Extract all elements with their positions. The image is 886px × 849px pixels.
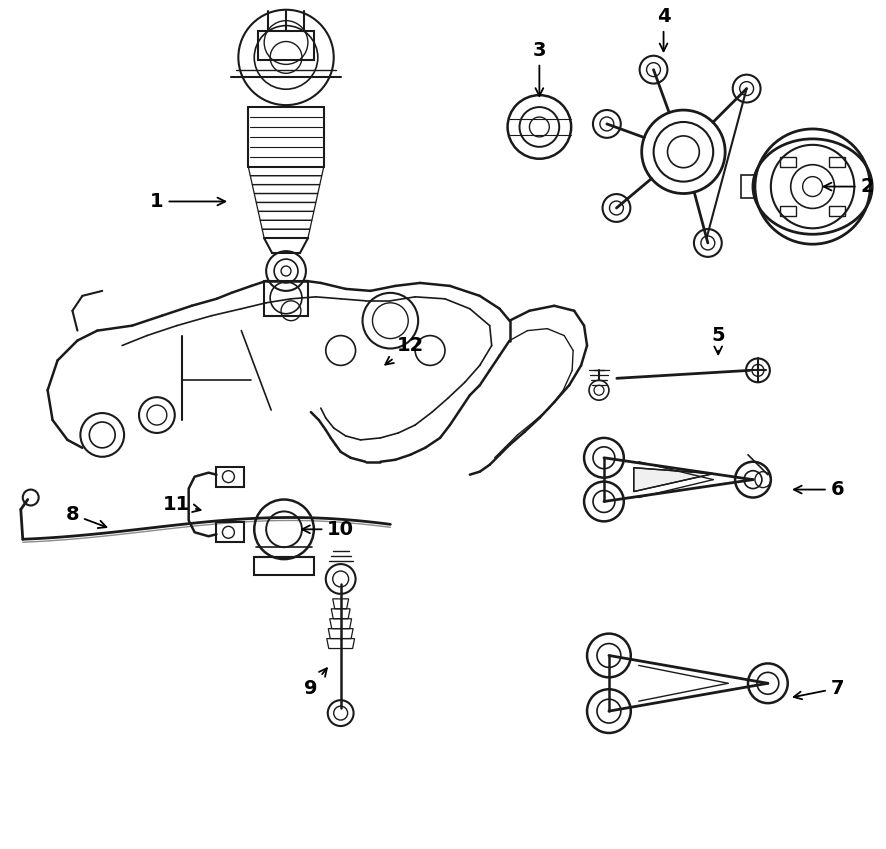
Text: 4: 4: [656, 7, 670, 51]
Text: 8: 8: [66, 505, 106, 528]
Bar: [216, 467, 244, 486]
Bar: [264, 281, 307, 316]
Text: 3: 3: [532, 41, 546, 96]
Text: 5: 5: [711, 326, 724, 354]
Text: 7: 7: [793, 678, 843, 700]
Bar: [779, 206, 795, 216]
Bar: [828, 157, 844, 167]
Bar: [258, 31, 314, 60]
Text: 2: 2: [823, 177, 873, 196]
Bar: [828, 206, 844, 216]
Text: 12: 12: [385, 336, 424, 364]
Text: 1: 1: [150, 192, 225, 211]
Polygon shape: [633, 468, 712, 492]
Bar: [740, 175, 754, 199]
Text: 6: 6: [793, 480, 843, 499]
Text: 10: 10: [302, 520, 354, 539]
Bar: [254, 544, 314, 559]
Bar: [216, 522, 244, 543]
Bar: [779, 157, 795, 167]
Bar: [254, 557, 314, 575]
Text: 11: 11: [163, 495, 200, 514]
Text: 9: 9: [304, 668, 327, 698]
